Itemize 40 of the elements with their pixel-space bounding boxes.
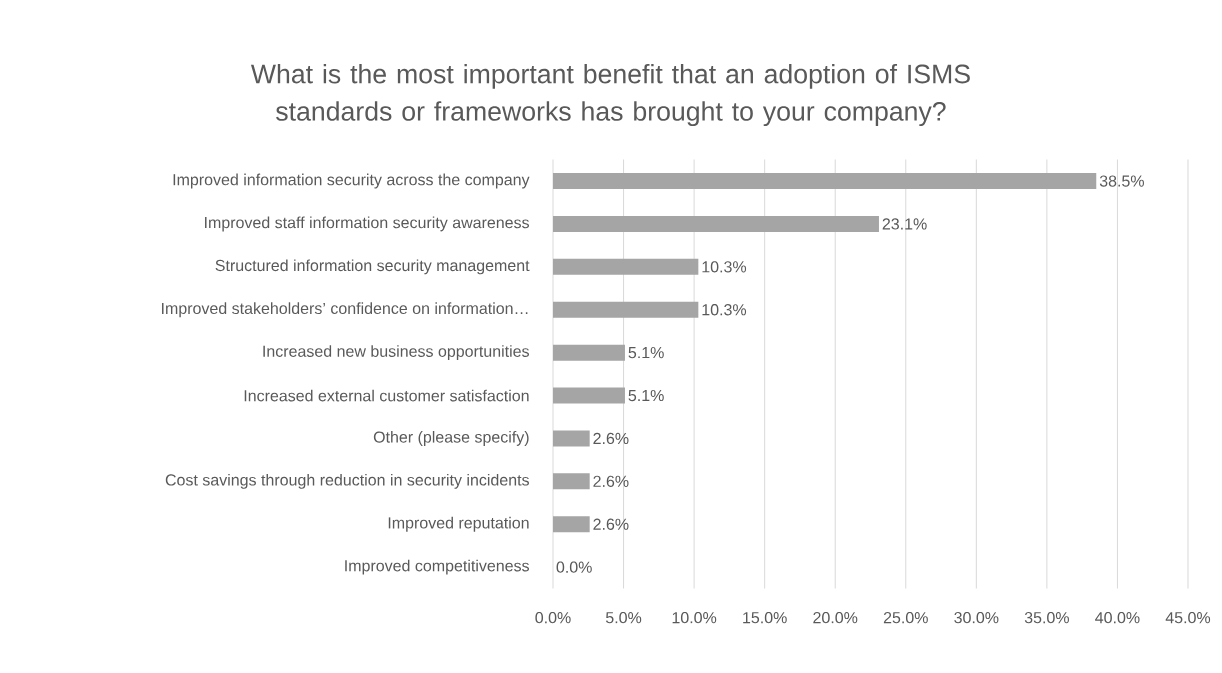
data-label: 5.1% <box>628 347 664 359</box>
bar <box>553 215 879 232</box>
x-tick-label: 45.0% <box>1165 611 1211 624</box>
y-tick-label: Improved staff information security awareness <box>205 216 529 232</box>
x-tick-label: 5.0% <box>605 611 642 624</box>
x-tick-label: 40.0% <box>1095 611 1140 624</box>
x-tick-label: 20.0% <box>813 611 858 624</box>
y-tick-label: Improved information security across the company <box>173 173 530 189</box>
data-label: 10.3% <box>702 261 747 273</box>
bar <box>553 473 590 490</box>
y-tick-label: Improved competitiveness <box>345 559 530 575</box>
x-tick-label: 25.0% <box>883 611 928 624</box>
data-label: 0.0% <box>556 561 592 573</box>
data-label: 38.5% <box>1099 175 1144 187</box>
data-label: 2.6% <box>593 518 629 530</box>
y-tick-label: Cost savings through reduction in security incidents <box>165 473 529 489</box>
data-label: 10.3% <box>702 304 747 316</box>
bar <box>553 516 590 533</box>
bar <box>553 344 625 361</box>
bar <box>553 387 625 404</box>
x-tick-label: 15.0% <box>743 611 787 624</box>
y-tick-label: Improved reputation <box>388 516 529 532</box>
x-tick-label: 0.0% <box>535 611 571 624</box>
x-tick-label: 30.0% <box>954 611 999 624</box>
y-tick-label: Structured information security management <box>215 259 530 275</box>
data-label: 2.6% <box>593 432 629 445</box>
bar <box>553 173 1097 190</box>
bar <box>553 301 699 318</box>
y-tick-label: Improved stakeholders’ confidence on information… <box>162 302 528 318</box>
y-tick-label: Increased external customer satisfaction <box>244 389 529 402</box>
y-tick-label: Other (please specify) <box>373 430 529 446</box>
bar <box>553 258 699 275</box>
x-tick-label: 10.0% <box>672 611 717 624</box>
data-label: 23.1% <box>882 218 927 230</box>
y-tick-label: Increased new business opportunities <box>263 345 529 361</box>
data-label: 5.1% <box>628 389 664 402</box>
data-label: 2.6% <box>593 475 629 487</box>
chart-title: What is the most important benefit that an adoption of ISMS standards or frameworks has brought to your company? <box>250 63 970 127</box>
bar <box>553 430 590 447</box>
x-tick-label: 35.0% <box>1024 611 1069 624</box>
